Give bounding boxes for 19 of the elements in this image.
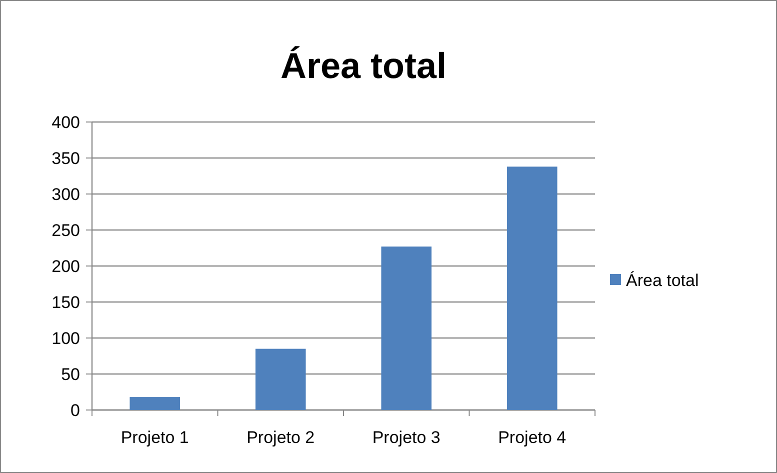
y-tick-label: 100: [52, 328, 80, 348]
bar: [506, 166, 558, 410]
x-tick-label: Projeto 4: [498, 428, 566, 447]
bar: [381, 246, 432, 410]
x-tick-label: Projeto 2: [246, 428, 315, 447]
bar: [255, 348, 306, 410]
y-tick-label: 300: [52, 184, 80, 204]
y-tick-label: 150: [52, 292, 80, 312]
y-tick-label: 400: [52, 112, 80, 132]
y-tick-label: 0: [70, 400, 80, 420]
y-tick-label: 250: [52, 220, 80, 240]
bar: [130, 397, 180, 410]
legend-label: Área total: [626, 270, 699, 290]
x-tick-label: Projeto 3: [372, 428, 440, 447]
y-tick-label: 50: [61, 364, 80, 384]
chart-title: Área total: [280, 45, 447, 86]
x-tick-label: Projeto 1: [120, 428, 189, 447]
y-tick-label: 350: [52, 148, 80, 168]
y-tick-label: 200: [52, 256, 80, 276]
